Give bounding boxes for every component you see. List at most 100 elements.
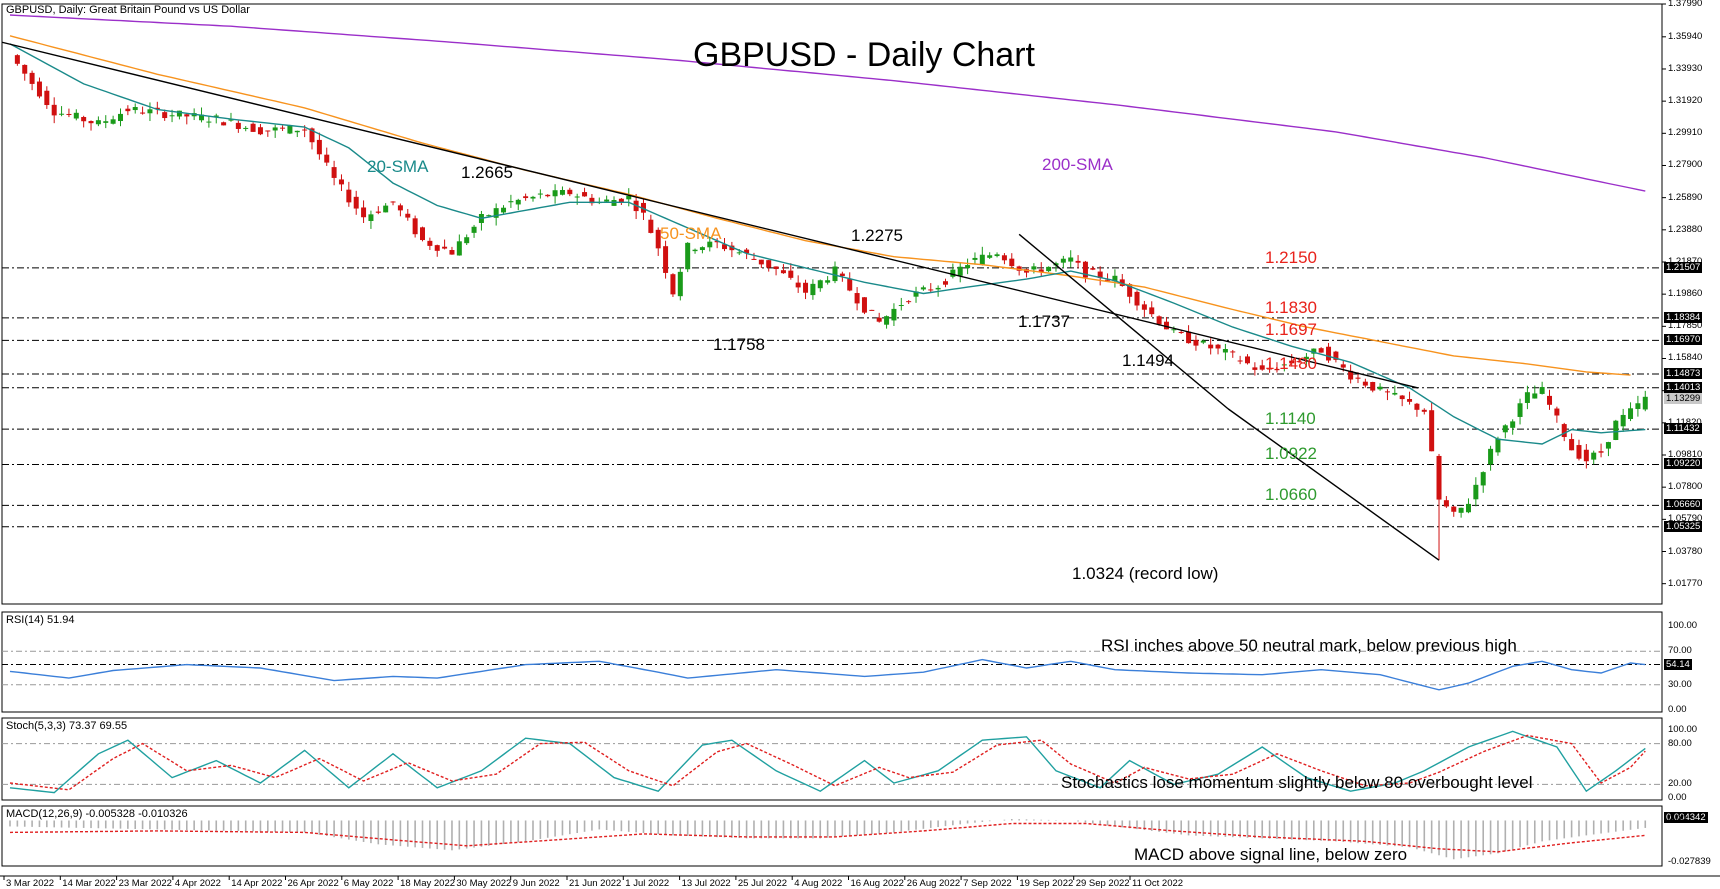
sma20-line xyxy=(9,43,1646,445)
bull-candle xyxy=(626,195,632,200)
bear-candle xyxy=(670,274,676,295)
bull-candle xyxy=(994,254,1000,257)
bear-candle xyxy=(1097,271,1103,279)
bear-candle xyxy=(1399,395,1405,400)
sma20-label: 20-SMA xyxy=(367,157,429,177)
x-tick-label: 3 Mar 2022 xyxy=(6,878,55,889)
rsi-tick-label: 0.00 xyxy=(1668,704,1687,715)
y-tick-label: 1.27900 xyxy=(1668,159,1703,171)
bull-candle xyxy=(699,247,705,251)
stoch-tick-label: 0.00 xyxy=(1668,792,1687,803)
y-tick-label: 1.15840 xyxy=(1668,352,1703,364)
bull-candle xyxy=(1392,392,1398,395)
bull-candle xyxy=(1031,266,1037,270)
bear-candle xyxy=(1119,279,1125,286)
bull-candle xyxy=(1112,275,1118,282)
stoch-tick-label: 100.00 xyxy=(1668,724,1698,735)
bull-candle xyxy=(132,107,138,111)
sma200-label: 200-SMA xyxy=(1042,155,1113,175)
price-annotation: 1.1758 xyxy=(713,334,765,354)
bull-candle xyxy=(1303,356,1309,360)
bull-candle xyxy=(464,237,470,244)
bull-candle xyxy=(677,271,683,297)
bear-candle xyxy=(1296,361,1302,363)
bear-candle xyxy=(1245,356,1250,364)
bull-candle xyxy=(1171,329,1177,331)
x-tick-label: 9 Jun 2022 xyxy=(512,878,560,889)
bull-candle xyxy=(1591,452,1597,460)
bear-candle xyxy=(648,219,654,233)
x-tick-label: 14 Mar 2022 xyxy=(62,878,116,889)
bear-candle xyxy=(22,64,28,74)
price-box-label: 1.18384 xyxy=(1664,311,1703,323)
macd-tick-label: 0.00 xyxy=(1668,814,1687,826)
bull-candle xyxy=(508,201,514,203)
y-tick-label: 1.21870 xyxy=(1668,256,1702,267)
bull-candle xyxy=(957,266,963,276)
bear-candle xyxy=(1252,367,1258,370)
rsi-line xyxy=(9,658,1646,691)
price-box-label: 1.21507 xyxy=(1664,261,1703,273)
bear-candle xyxy=(942,281,948,285)
bull-candle xyxy=(1502,425,1508,433)
macd-signal-line xyxy=(9,822,1646,853)
bear-candle xyxy=(397,205,403,211)
x-tick-label: 29 Sep 2022 xyxy=(1075,878,1130,889)
bear-candle xyxy=(773,266,779,270)
bear-candle xyxy=(1127,284,1133,297)
bear-candle xyxy=(434,245,440,251)
price-box-label: 1.06660 xyxy=(1664,499,1703,511)
bull-candle xyxy=(1465,503,1471,513)
y-tick-label: 1.03780 xyxy=(1668,545,1703,557)
bear-candle xyxy=(1421,409,1427,412)
bull-candle xyxy=(935,287,941,290)
bear-candle xyxy=(1001,255,1007,261)
bear-candle xyxy=(162,112,168,119)
short-downtrend-line xyxy=(1018,233,1229,410)
x-tick-label: 1 Jul 2022 xyxy=(625,878,670,889)
bull-candle xyxy=(559,189,565,195)
support-label: 1.0660 xyxy=(1265,485,1317,505)
bear-candle xyxy=(280,127,286,129)
bear-candle xyxy=(36,81,42,97)
bull-candle xyxy=(1473,484,1479,500)
bull-candle xyxy=(59,113,65,115)
bear-candle xyxy=(257,127,263,135)
bull-candle xyxy=(1060,258,1066,263)
bear-candle xyxy=(1384,391,1390,393)
bear-candle xyxy=(1105,279,1111,281)
support-label: 1.1140 xyxy=(1265,409,1316,429)
bear-candle xyxy=(375,211,381,213)
bull-candle xyxy=(493,208,499,218)
bull-candle xyxy=(1510,421,1516,428)
y-tick-label: 1.01770 xyxy=(1668,577,1703,589)
bull-candle xyxy=(1200,340,1206,343)
y-tick-label: 1.05790 xyxy=(1668,513,1703,525)
bull-candle xyxy=(228,119,234,121)
bull-candle xyxy=(891,308,897,321)
panel-frame-0 xyxy=(1,3,1663,605)
price-annotation: 1.1494 xyxy=(1122,350,1174,370)
bull-candle xyxy=(1458,507,1464,513)
y-tick-label: 1.37990 xyxy=(1668,0,1703,9)
bull-candle xyxy=(1613,420,1619,440)
bear-candle xyxy=(1090,268,1096,270)
bear-candle xyxy=(876,317,882,322)
macd-note: MACD above signal line, below zero xyxy=(1134,845,1408,864)
bear-candle xyxy=(442,246,448,249)
bull-candle xyxy=(1495,438,1501,453)
bear-candle xyxy=(1038,269,1044,273)
bear-candle xyxy=(1348,370,1354,380)
bear-candle xyxy=(758,259,764,265)
price-box-label: 1.11432 xyxy=(1664,423,1702,435)
bull-candle xyxy=(117,113,123,122)
bull-candle xyxy=(1642,396,1648,410)
bull-candle xyxy=(1377,386,1383,390)
bear-candle xyxy=(618,198,624,203)
bear-candle xyxy=(567,189,573,195)
resistance-label: 1.1830 xyxy=(1265,297,1317,317)
bull-candle xyxy=(368,214,374,222)
bear-candle xyxy=(125,108,131,112)
